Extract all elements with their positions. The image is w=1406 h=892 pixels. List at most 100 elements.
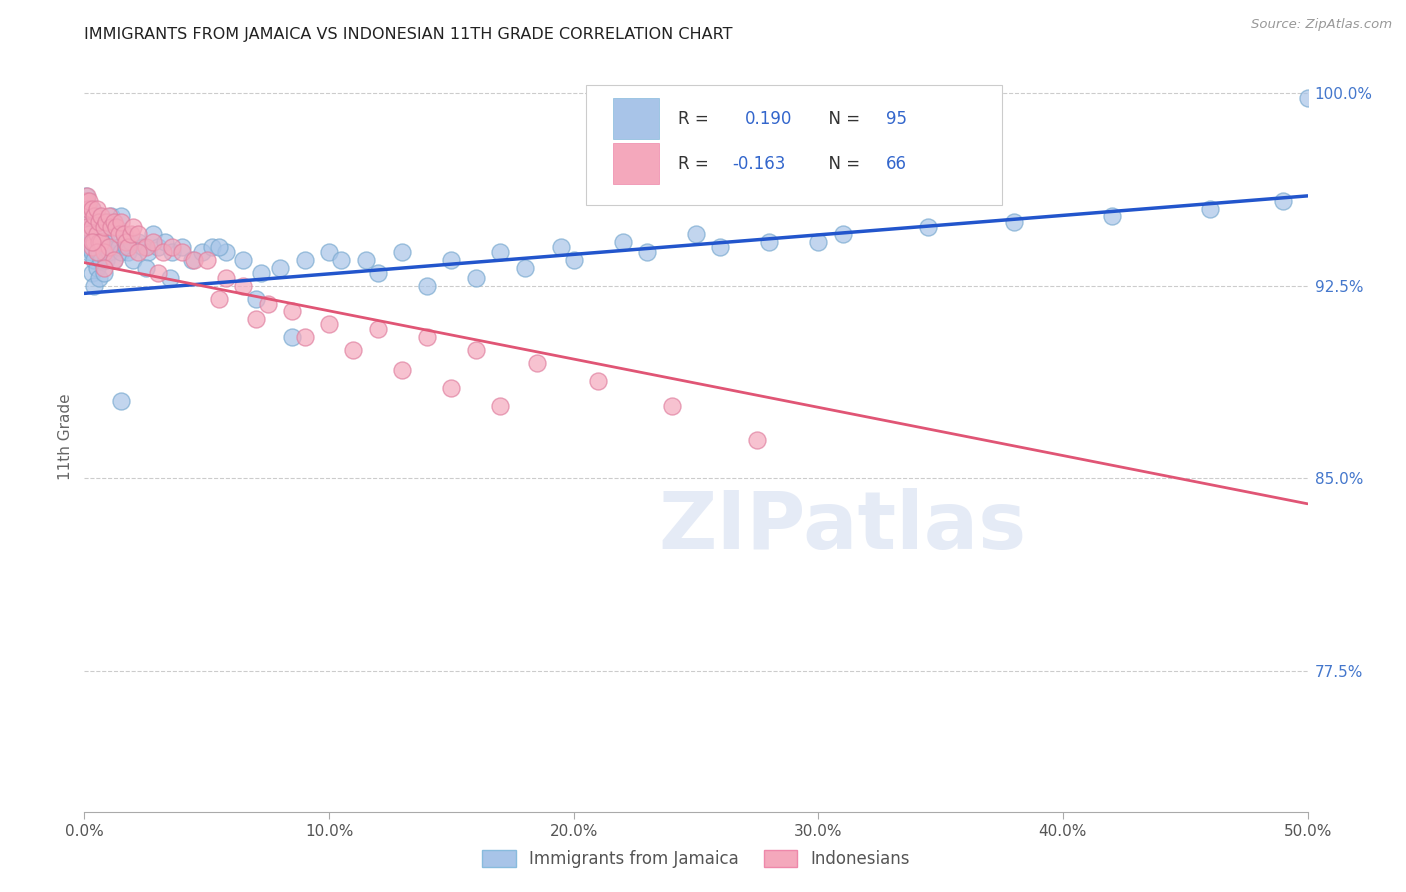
Point (87, 235, 110, 249)
Point (93, 266, 115, 280)
Point (152, 245, 174, 260)
Point (86, 235, 108, 249)
Point (831, 227, 853, 242)
Point (586, 374, 609, 388)
Point (269, 260, 291, 275)
Point (416, 278, 439, 293)
Point (146, 240, 169, 254)
Point (86, 245, 108, 260)
Text: 0.190: 0.190 (745, 110, 792, 128)
Point (100, 240, 122, 254)
Point (105, 219, 128, 234)
Point (103, 219, 125, 234)
Point (215, 271, 238, 285)
Point (86, 210, 108, 224)
Point (281, 304, 304, 318)
Point (93, 260, 115, 275)
Point (110, 210, 132, 224)
Point (80, 219, 103, 234)
Point (249, 266, 271, 280)
Point (183, 253, 205, 268)
Point (162, 245, 184, 260)
Text: 95: 95 (886, 110, 907, 128)
Point (1296, 91, 1319, 105)
Point (257, 296, 280, 310)
Point (115, 240, 138, 254)
Point (612, 235, 634, 249)
Point (489, 399, 512, 413)
Point (391, 245, 413, 260)
Point (83, 210, 105, 224)
Point (464, 343, 486, 357)
Point (112, 227, 135, 242)
Point (1272, 194, 1295, 208)
Point (142, 227, 165, 242)
Point (77, 214, 100, 228)
Point (80, 202, 103, 216)
Point (110, 245, 132, 260)
Point (86, 202, 108, 216)
FancyBboxPatch shape (586, 85, 1002, 205)
Point (245, 292, 267, 306)
Point (84, 227, 107, 242)
Point (107, 227, 129, 242)
Point (550, 240, 572, 254)
Point (103, 253, 125, 268)
Point (76, 189, 98, 203)
Text: IMMIGRANTS FROM JAMAICA VS INDONESIAN 11TH GRADE CORRELATION CHART: IMMIGRANTS FROM JAMAICA VS INDONESIAN 11… (84, 27, 733, 42)
Point (83, 214, 105, 228)
Point (90, 235, 112, 249)
Point (100, 219, 122, 234)
Point (136, 245, 159, 260)
Point (159, 271, 181, 285)
Point (77, 194, 100, 208)
Point (76, 194, 98, 208)
Bar (613, 143, 659, 185)
Point (294, 253, 316, 268)
Point (416, 330, 439, 344)
Point (318, 245, 340, 260)
Point (77, 227, 100, 242)
Point (93, 219, 115, 234)
Point (75, 189, 97, 203)
Point (330, 253, 353, 268)
Point (86, 260, 108, 275)
Point (83, 253, 105, 268)
Point (117, 240, 139, 254)
Point (115, 235, 138, 249)
Point (142, 235, 165, 249)
Point (96, 214, 118, 228)
Text: R =: R = (678, 154, 714, 172)
Point (342, 343, 364, 357)
Point (117, 245, 139, 260)
Point (79, 219, 101, 234)
Point (245, 312, 267, 326)
Point (75, 194, 97, 208)
Point (76, 227, 98, 242)
Point (636, 245, 658, 260)
Point (208, 292, 231, 306)
Point (181, 253, 204, 268)
Point (122, 253, 145, 268)
Text: -0.163: -0.163 (733, 154, 786, 172)
Point (807, 235, 830, 249)
Point (112, 227, 135, 242)
Point (100, 210, 122, 224)
Text: 66: 66 (886, 154, 907, 172)
Point (489, 245, 512, 260)
Point (1002, 214, 1025, 228)
Y-axis label: 11th Grade: 11th Grade (58, 393, 73, 481)
Text: R =: R = (678, 110, 714, 128)
Point (367, 266, 389, 280)
Point (110, 214, 132, 228)
Point (77, 227, 100, 242)
Point (232, 278, 254, 293)
Point (162, 240, 184, 254)
Point (83, 235, 105, 249)
Point (77, 245, 100, 260)
Point (367, 322, 389, 336)
Point (90, 253, 112, 268)
Point (83, 278, 105, 293)
Bar (613, 98, 659, 139)
Point (120, 235, 142, 249)
